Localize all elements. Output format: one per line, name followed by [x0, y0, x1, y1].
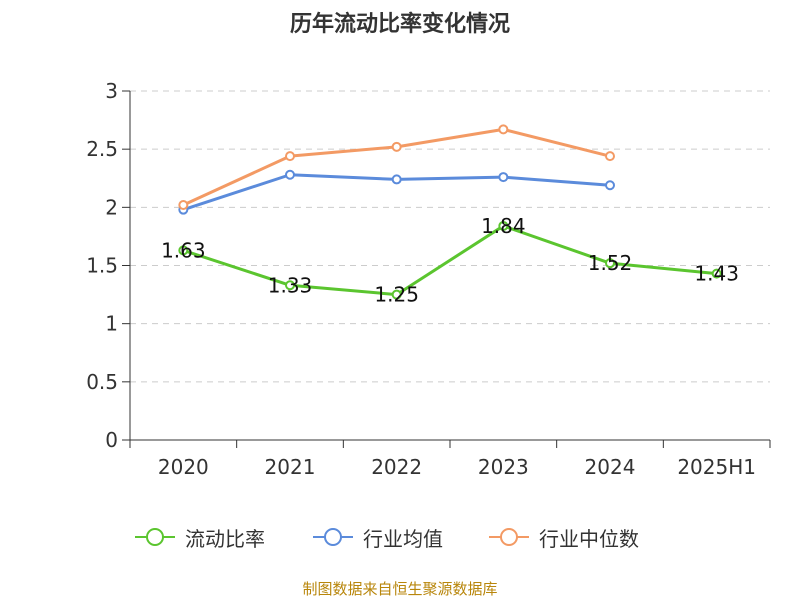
point-2-3 — [498, 124, 509, 135]
data-label-0-3: 1.84 — [481, 214, 526, 238]
data-label-0-2: 1.25 — [374, 283, 419, 307]
legend: 流动比率 行业均值 行业中位数 — [0, 520, 800, 554]
series-line-0 — [182, 224, 717, 297]
grid-lines — [130, 90, 770, 383]
data-label-0-0: 1.63 — [161, 238, 206, 262]
data-label-0-4: 1.52 — [588, 251, 633, 275]
point-2-0 — [178, 200, 189, 211]
data-labels: 1.63 1.33 1.25 1.84 1.52 1.43 — [161, 214, 739, 307]
point-2-1 — [285, 151, 295, 162]
point-0-4 — [605, 258, 615, 269]
chart-title: 历年流动比率变化情况 — [289, 12, 510, 37]
x-tick-label-1: 2021 — [265, 455, 316, 479]
point-0-5 — [711, 268, 722, 279]
point-0-0 — [178, 245, 189, 256]
point-0-3 — [498, 220, 509, 231]
legend-icon-2 — [489, 528, 529, 546]
y-tick-label-6: 3 — [105, 79, 118, 103]
point-0-2 — [391, 289, 402, 300]
point-2-2 — [391, 141, 402, 152]
y-tick-label-1: 0.5 — [86, 370, 118, 394]
point-1-3 — [498, 172, 509, 183]
legend-item-0[interactable]: 流动比率 — [133, 520, 265, 554]
legend-item-2[interactable]: 行业中位数 — [487, 520, 639, 554]
y-tick-label-3: 1.5 — [86, 254, 118, 278]
x-tick-label-0: 2020 — [158, 455, 209, 479]
y-tick-label-5: 2.5 — [86, 137, 118, 161]
y-tick-label-2: 1 — [105, 312, 118, 336]
point-1-2 — [391, 174, 402, 185]
series-group — [178, 124, 722, 300]
legend-icon-0 — [135, 528, 175, 546]
data-label-0-5: 1.43 — [694, 262, 739, 286]
legend-item-1[interactable]: 行业均值 — [311, 520, 443, 554]
x-tick-label-2: 2022 — [371, 455, 422, 479]
x-tick-label-5: 2025H1 — [677, 455, 756, 479]
y-tick-label-0: 0 — [105, 428, 118, 452]
legend-label-1: 行业均值 — [363, 526, 443, 551]
point-0-1 — [285, 280, 295, 291]
legend-label-0: 流动比率 — [185, 526, 265, 551]
x-tick-label-4: 2024 — [585, 455, 636, 479]
point-2-4 — [605, 151, 615, 162]
point-1-4 — [605, 180, 615, 191]
series-line-2 — [182, 127, 611, 207]
y-tick-label-4: 2 — [105, 195, 118, 219]
x-tick-label-3: 2023 — [478, 455, 529, 479]
point-1-1 — [285, 169, 295, 180]
data-label-0-1: 1.33 — [268, 273, 313, 297]
source-note: 制图数据来自恒生聚源数据库 — [302, 580, 498, 598]
legend-label-2: 行业中位数 — [539, 526, 639, 551]
legend-icon-1 — [313, 528, 353, 546]
